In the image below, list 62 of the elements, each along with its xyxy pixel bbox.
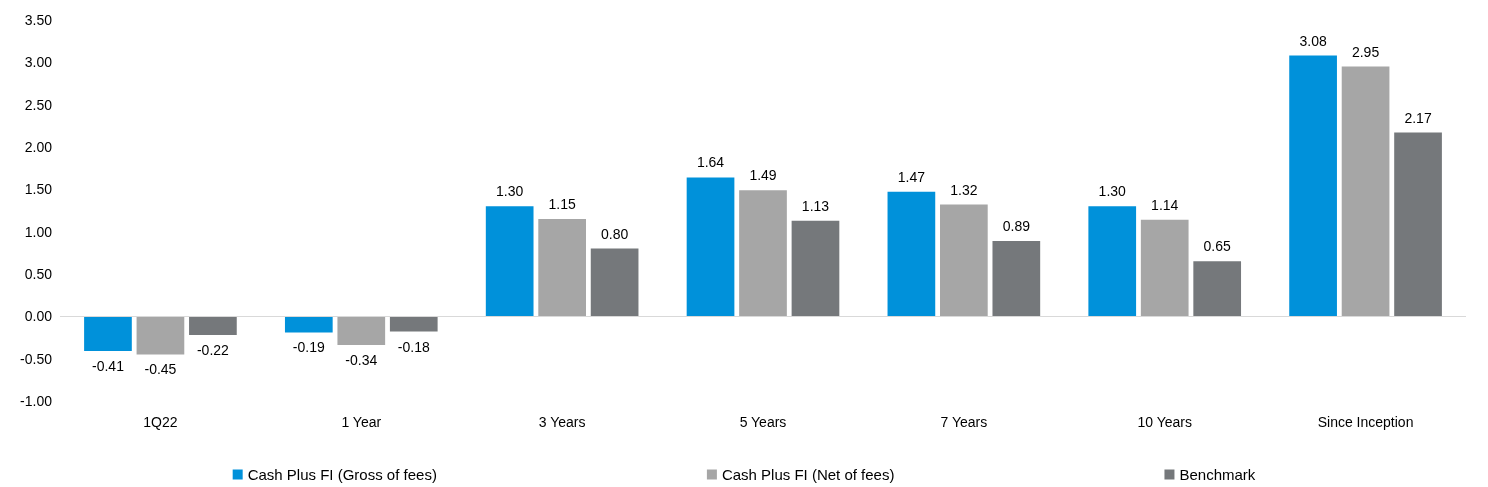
- y-tick-label: 3.00: [24, 54, 53, 71]
- data-label: 1.15: [548, 195, 576, 212]
- x-tick-label: 10 Years: [1137, 414, 1192, 430]
- bar: [389, 316, 438, 332]
- x-tick-label: 7 Years: [940, 414, 988, 430]
- bar: [84, 316, 132, 352]
- bar: [1088, 206, 1137, 317]
- data-label: 1.64: [696, 154, 725, 171]
- y-tick-label: 2.50: [24, 96, 53, 113]
- data-label: 3.08: [1299, 32, 1327, 49]
- data-label: 1.47: [897, 168, 926, 185]
- legend-label: Cash Plus FI (Net of fees): [721, 466, 895, 483]
- data-label: -0.45: [144, 361, 177, 378]
- bar: [189, 316, 237, 335]
- data-label: 1.30: [496, 183, 524, 200]
- bar: [538, 218, 586, 317]
- data-label: 0.89: [1002, 217, 1031, 234]
- x-tick-label: 1Q22: [143, 414, 178, 430]
- y-tick-label: 1.00: [24, 223, 53, 240]
- data-label: 1.14: [1151, 196, 1179, 213]
- bar: [485, 206, 534, 317]
- x-tick-label: 3 Years: [538, 414, 586, 430]
- y-tick-label: 0.50: [24, 266, 53, 282]
- bar: [739, 190, 787, 317]
- data-label: 0.65: [1203, 238, 1232, 255]
- data-label: -0.22: [196, 341, 230, 358]
- x-tick-label: 1 Year: [341, 414, 382, 430]
- bar: [887, 191, 936, 317]
- y-tick-label: -1.00: [20, 393, 53, 409]
- data-label: -0.41: [91, 358, 125, 375]
- y-tick-label: 0.00: [24, 308, 53, 325]
- data-label: 1.13: [801, 197, 830, 214]
- bar: [791, 220, 840, 317]
- bar: [337, 316, 386, 346]
- x-tick-label: 5 Years: [739, 414, 787, 430]
- data-label: -0.34: [345, 352, 378, 369]
- data-label: 2.17: [1404, 109, 1432, 126]
- bar: [1193, 261, 1242, 317]
- bar: [136, 316, 185, 355]
- legend-label: Cash Plus FI (Gross of fees): [247, 466, 437, 483]
- data-label: 0.80: [600, 225, 629, 242]
- x-tick-label: Since Inception: [1317, 414, 1414, 430]
- data-label: 1.49: [749, 167, 777, 184]
- legend-label: Benchmark: [1179, 466, 1256, 483]
- data-label: 1.30: [1098, 183, 1127, 200]
- data-label: 2.95: [1351, 43, 1380, 60]
- bar: [686, 177, 735, 317]
- bar: [992, 240, 1041, 317]
- bar: [284, 316, 333, 333]
- bar: [1140, 219, 1189, 317]
- bar: [590, 248, 639, 317]
- bar: [1341, 66, 1390, 317]
- bar: [1394, 132, 1442, 317]
- bar: [1289, 55, 1337, 317]
- data-label: -0.18: [397, 338, 430, 355]
- y-tick-label: 3.50: [24, 12, 53, 28]
- data-label: -0.19: [292, 339, 325, 356]
- y-tick-label: -0.50: [20, 350, 53, 367]
- y-tick-label: 2.00: [24, 139, 53, 155]
- data-label: 1.32: [950, 181, 978, 198]
- bar: [940, 204, 988, 317]
- y-tick-label: 1.50: [24, 181, 53, 198]
